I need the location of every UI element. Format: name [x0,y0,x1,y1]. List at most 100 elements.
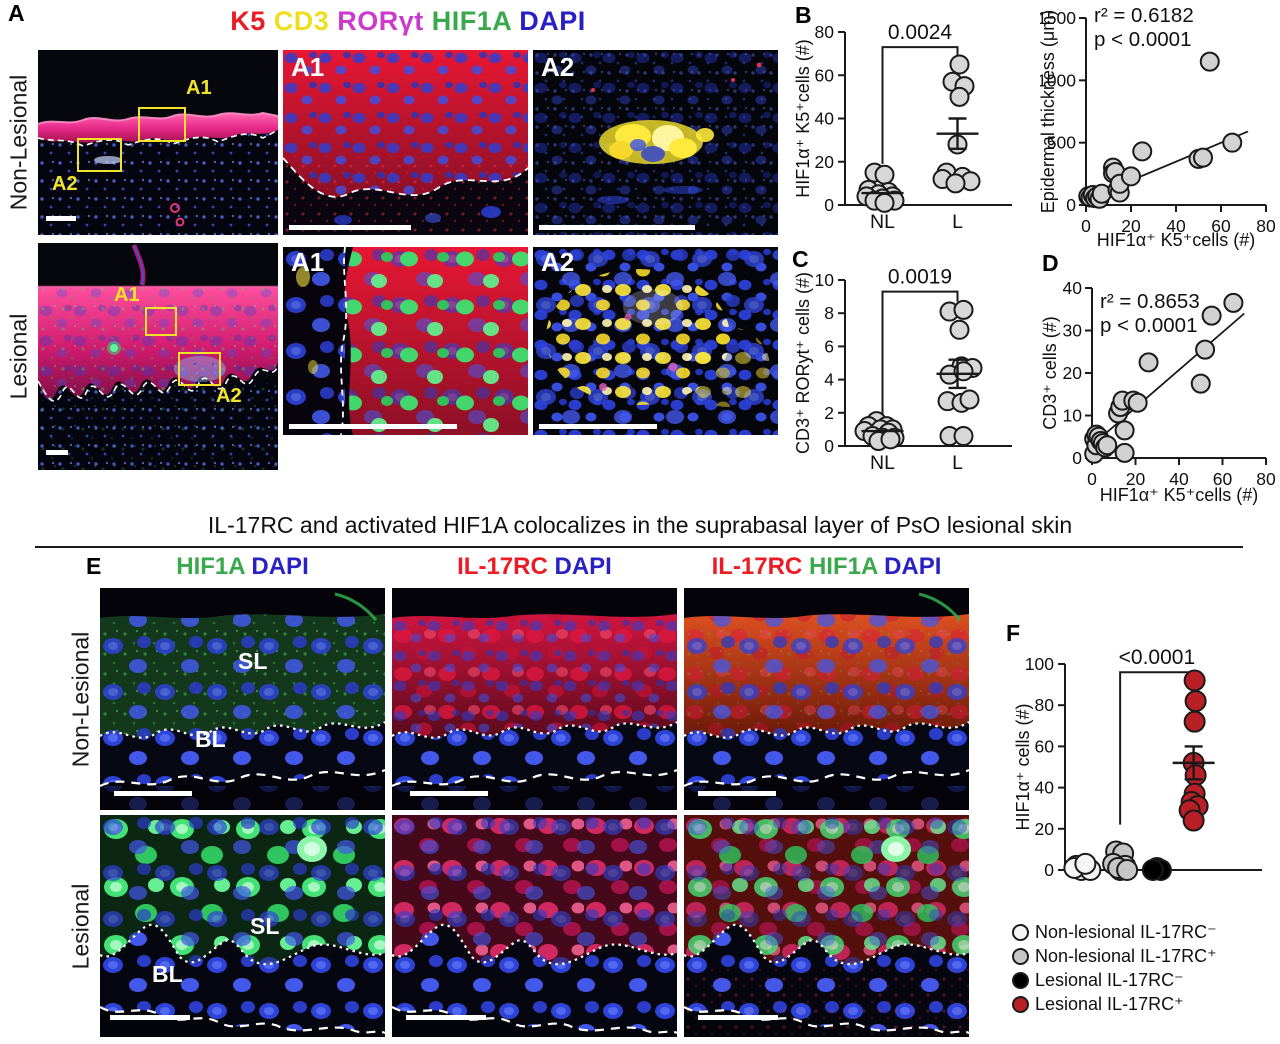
roi-label-a1: A1 [114,284,140,306]
micrograph-e-lesional-il17rc [392,815,677,1037]
svg-text:p < 0.0001: p < 0.0001 [1100,314,1197,337]
svg-text:80: 80 [815,22,835,42]
legend-label: Lesional IL-17RC⁻ [1035,970,1184,990]
svg-text:20: 20 [1126,469,1146,489]
inset-label-a1: A1 [291,52,325,82]
scale-bar [539,424,657,429]
inset-label-a2: A2 [541,52,575,82]
scale-bar [406,1015,486,1020]
section-title: IL-17RC and activated HIF1A colocalizes … [207,512,1073,538]
svg-text:500: 500 [1047,133,1076,153]
svg-text:0: 0 [1081,216,1091,236]
svg-text:10: 10 [1063,406,1083,426]
scale-bar [114,791,192,796]
svg-text:CD3⁺ cells (#): CD3⁺ cells (#) [1040,316,1060,430]
scale-bar [289,424,457,429]
scale-bar [110,1015,190,1020]
roi-label-a2: A2 [216,385,242,407]
svg-text:20: 20 [1121,216,1141,236]
legend-label: Non-lesional IL-17RC⁺ [1035,946,1217,966]
micrograph-image [100,815,385,1037]
svg-text:1000: 1000 [1040,70,1076,90]
row-label-a-nonlesional: Non-Lesional [5,74,32,211]
micrograph-e-nonlesional-hif1a: SL BL [100,588,385,810]
svg-text:20: 20 [815,152,835,172]
micrograph-e-nonlesional-merge [684,588,969,810]
micrograph-image [38,50,278,235]
svg-text:30: 30 [1063,321,1083,341]
legend-marker-circle [1012,924,1029,941]
micrograph-a-lesional-overview: A1 A2 [38,243,278,470]
svg-text:60: 60 [815,65,835,85]
svg-text:NL: NL [870,452,895,474]
roi-box-a2 [77,138,122,172]
svg-text:4: 4 [824,370,834,390]
svg-text:r² = 0.6182: r² = 0.6182 [1094,4,1194,27]
svg-text:<0.0001: <0.0001 [1119,646,1196,669]
svg-text:60: 60 [1211,216,1231,236]
svg-text:8: 8 [824,303,834,323]
micrograph-image [684,815,969,1037]
svg-text:0.0019: 0.0019 [888,266,952,289]
svg-text:80: 80 [1256,216,1276,236]
svg-text:20: 20 [1063,363,1083,383]
legend-item-nonlesional-il17rc-pos: Non-lesional IL-17RC⁺ [1012,946,1217,967]
roi-label-a2: A2 [52,173,78,195]
svg-text:L: L [952,452,963,474]
chart-epidermal-thickness-scatter: 0 500 1000 1500 0 20 40 60 80 Epidermal thickness… [1040,4,1276,250]
roi-box-a2 [178,352,221,386]
layer-label-sl: SL [250,913,280,939]
legend-marker-circle [1012,948,1029,965]
svg-text:60: 60 [1213,469,1233,489]
micrograph-e-lesional-hif1a: SL BL [100,815,385,1037]
panel-label-c: C [792,246,809,272]
scale-bar [46,450,68,455]
scale-bar [698,1015,778,1020]
panel-a-stain-title: K5 CD3 RORγt HIF1A DAPI [230,6,586,36]
layer-label-bl: BL [152,961,183,987]
svg-text:HIF1α⁺ K5⁺cells (#): HIF1α⁺ K5⁺cells (#) [793,39,813,197]
layer-label-bl: BL [195,726,226,752]
svg-text:p < 0.0001: p < 0.0001 [1094,28,1191,51]
svg-text:10: 10 [815,270,835,290]
svg-text:0: 0 [1087,469,1097,489]
chart-d-scatter: 0 10 20 30 40 0 20 40 60 80 CD3⁺ cells (#) HIF1α⁺ K… [1040,278,1276,505]
micrograph-a-nonlesional-inset-a2: A2 [533,50,778,235]
micrograph-image [38,243,278,470]
svg-text:0: 0 [824,195,834,215]
section-divider [35,546,1243,548]
legend-marker-circle [1012,996,1029,1013]
panel-label-d: D [1042,250,1059,276]
svg-text:40: 40 [815,109,835,129]
svg-text:100: 100 [1025,654,1054,674]
svg-text:40: 40 [1169,469,1189,489]
panel-e-header-merge: IL-17RC HIF1A DAPI [711,553,942,580]
micrograph-image [283,50,528,235]
micrograph-image [283,247,528,435]
panel-e-header-il17rc-dapi: IL-17RC DAPI [457,553,612,580]
row-label-a-lesional: Lesional [5,313,32,400]
svg-text:0.0024: 0.0024 [888,21,953,44]
panel-label-e: E [86,553,102,579]
legend-label: Non-lesional IL-17RC⁻ [1035,922,1217,942]
scale-bar [289,225,411,230]
micrograph-a-nonlesional-overview: A1 A2 [38,50,278,235]
legend-label: Lesional IL-17RC⁺ [1035,994,1184,1014]
row-label-e-lesional: Lesional [67,883,94,969]
micrograph-a-lesional-inset-a1: A1 [283,247,528,435]
legend-item-nonlesional-il17rc-neg: Non-lesional IL-17RC⁻ [1012,922,1217,943]
svg-text:0: 0 [1044,860,1054,880]
legend-item-lesional-il17rc-neg: Lesional IL-17RC⁻ [1012,970,1217,991]
micrograph-e-lesional-merge [684,815,969,1037]
svg-text:60: 60 [1035,736,1055,756]
svg-text:HIF1α⁺ K5⁺cells (#): HIF1α⁺ K5⁺cells (#) [1097,230,1255,250]
svg-text:0: 0 [1066,195,1076,215]
micrograph-image [533,50,778,235]
micrograph-image [392,588,677,810]
panel-e-header-hif1a-dapi: HIF1A DAPI [176,553,309,580]
micrograph-image [100,588,385,810]
panel-label-f: F [1006,620,1021,646]
